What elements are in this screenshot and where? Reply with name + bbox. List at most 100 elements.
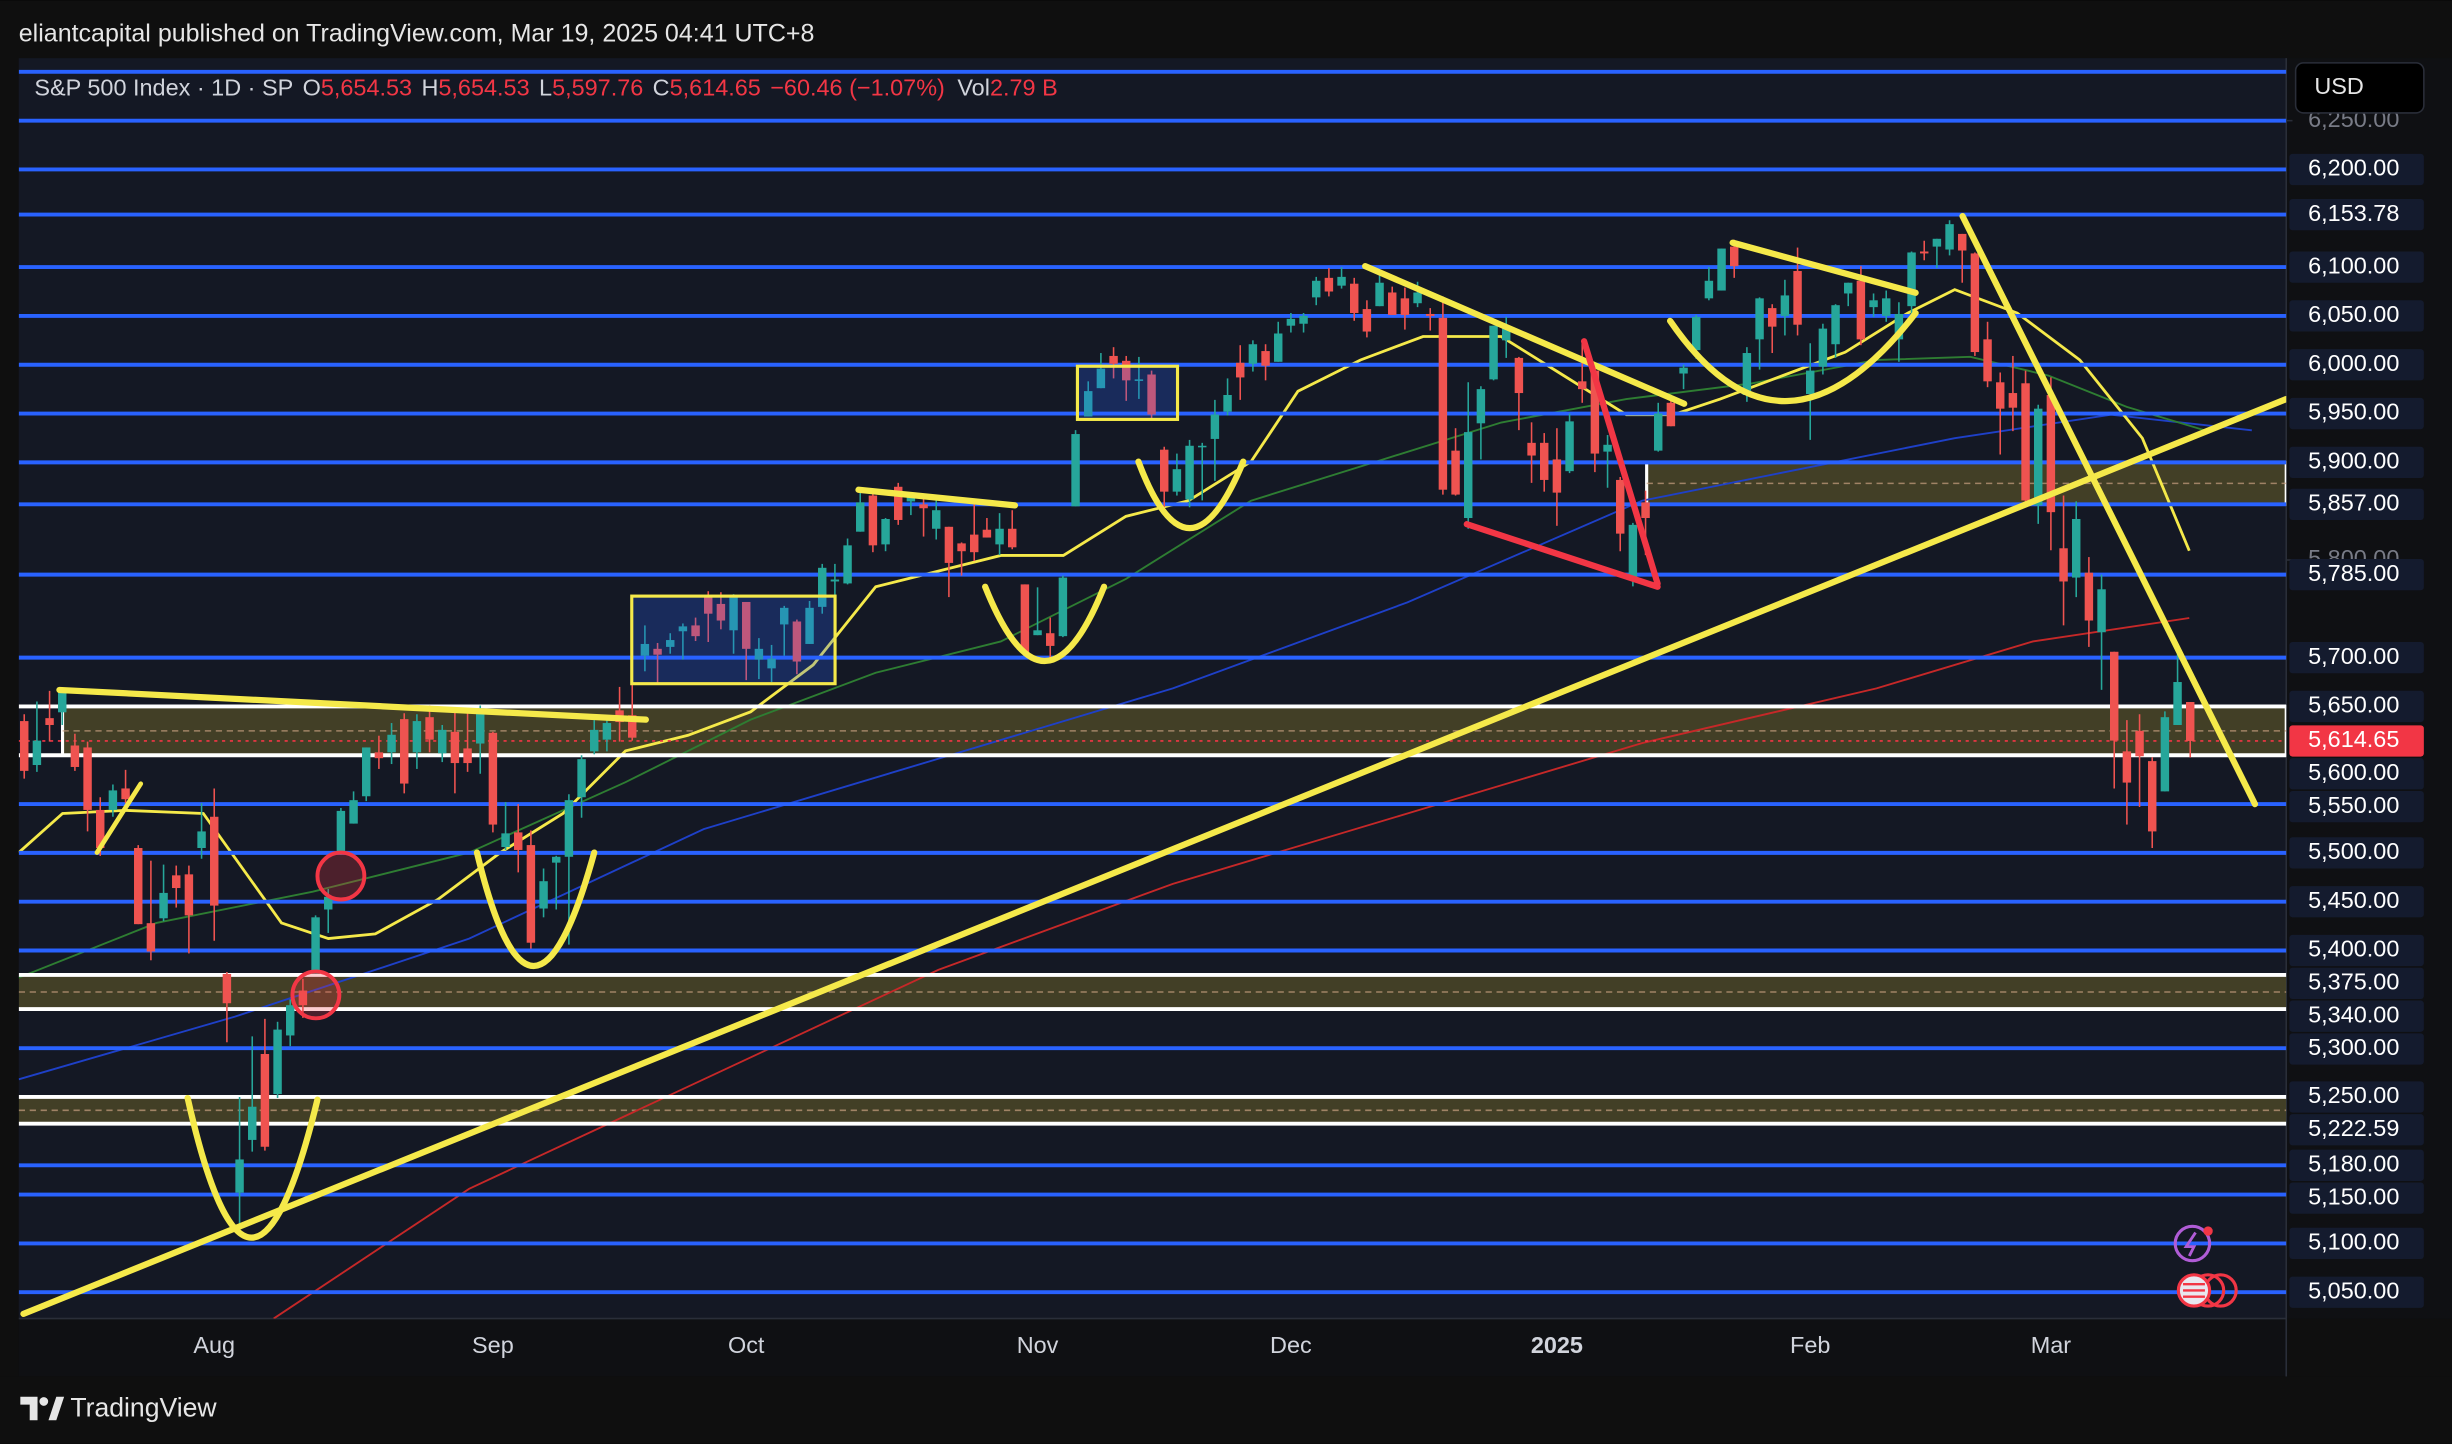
candle-body: [108, 790, 118, 810]
candle-body: [1983, 339, 1992, 382]
level-label: 5,150.00: [2308, 1183, 2399, 1209]
candle-body: [1464, 432, 1473, 519]
candle-body: [476, 708, 485, 744]
candle-body: [286, 1005, 295, 1036]
level-label-box: [2289, 886, 2424, 918]
candle-body: [235, 1159, 244, 1193]
ohlc-value: 5,654.53: [438, 75, 529, 101]
price-axis: 6,250.005,800.006,200.006,153.786,100.00…: [2286, 106, 2424, 1308]
candle-body: [2046, 395, 2056, 513]
marker-circle: [315, 850, 367, 902]
candle-body: [1527, 442, 1536, 456]
level-label-box: [2289, 1000, 2424, 1032]
candle-body: [1223, 395, 1232, 412]
candle-body: [856, 502, 865, 532]
currency-button[interactable]: [2294, 62, 2425, 114]
candle-body: [1679, 367, 1688, 374]
level-label-box: [2289, 790, 2424, 823]
level-label: 5,250.00: [2308, 1082, 2399, 1108]
candle-body: [362, 747, 371, 797]
candle-body: [1046, 633, 1055, 646]
ohlc-value: 5,597.76: [552, 75, 643, 101]
candle-body: [1654, 413, 1663, 451]
candle-body: [1147, 374, 1156, 415]
level-label: 5,600.00: [2308, 759, 2399, 785]
candle-body: [438, 729, 447, 754]
level-label: 6,000.00: [2308, 350, 2399, 376]
candle-body: [1970, 253, 1980, 353]
candle-body: [805, 607, 814, 644]
candle-body: [1198, 445, 1207, 448]
trend-line: [20, 395, 2287, 1318]
candle-body: [96, 809, 105, 849]
events-dot: [2203, 1226, 2213, 1236]
level-label-box: [2289, 1149, 2424, 1181]
level-label-box: [2289, 641, 2424, 674]
legend: S&P 500 Index · 1D · SP O5,654.53 H5,654.5…: [34, 75, 1057, 101]
trend-line: [1729, 239, 1919, 296]
candle-body: [818, 567, 827, 607]
wedge-line: [1580, 338, 1661, 587]
events-icon[interactable]: [2173, 1224, 2212, 1263]
ohlc-key: H: [421, 75, 438, 101]
candle-body: [906, 497, 916, 502]
candle-body: [1438, 317, 1448, 490]
volume-value: 2.79 B: [990, 75, 1058, 101]
logo-part: [39, 1397, 49, 1406]
range-box: [630, 594, 837, 686]
candle-body: [70, 745, 80, 767]
candle-body: [1058, 577, 1068, 637]
ohlc-key: O: [303, 75, 321, 101]
candle-body: [374, 752, 384, 759]
level-label-box: [2289, 1033, 2424, 1065]
candle-body: [780, 607, 789, 625]
trend-line: [56, 686, 649, 723]
footer: [0, 1376, 2452, 1444]
u-curve: [1135, 458, 1247, 532]
u-curve: [982, 583, 1108, 665]
candle-body: [590, 729, 599, 752]
ma-200: [273, 617, 2190, 1319]
candle-body: [349, 800, 358, 824]
candle-body: [678, 626, 688, 632]
candle-body: [1274, 333, 1283, 362]
candle-body: [1033, 630, 1042, 636]
logo-part: [20, 1396, 38, 1421]
candle-body: [514, 832, 523, 850]
candle-body: [1020, 584, 1030, 653]
candle-body: [577, 759, 586, 798]
x-tick-label: Dec: [1270, 1332, 1312, 1358]
candle-body: [134, 848, 143, 925]
candle-body: [501, 833, 510, 848]
u-curve: [473, 849, 598, 969]
candle-body: [2110, 651, 2119, 741]
candle-body: [1286, 318, 1296, 326]
level-label-box: [2289, 559, 2424, 591]
candle-body: [184, 874, 194, 916]
candle-body: [1413, 292, 1422, 304]
x-tick-label: Feb: [1790, 1332, 1830, 1358]
candle-body: [1299, 315, 1308, 324]
candle-body: [488, 732, 498, 825]
candle-body: [83, 747, 92, 810]
candle-body: [2072, 518, 2081, 578]
level-label: 5,857.00: [2308, 490, 2399, 516]
candle-body: [628, 715, 637, 738]
candle-body: [159, 892, 168, 919]
candle-body: [2135, 730, 2144, 757]
candle-body: [1806, 370, 1815, 395]
wedge-line: [1463, 521, 1661, 590]
candle-body: [450, 731, 460, 764]
ohlc-value: 5,654.53: [321, 75, 412, 101]
candle-body: [146, 923, 156, 952]
candle-body: [767, 658, 776, 669]
level-label-box: [2289, 934, 2424, 967]
level-label-box: [2289, 967, 2424, 999]
candle-body: [957, 543, 966, 552]
level-label-box: [2289, 1114, 2424, 1146]
candle-body: [1514, 357, 1524, 394]
level-label: 5,450.00: [2308, 887, 2399, 913]
candle-body: [1780, 295, 1790, 316]
candle-body: [1590, 370, 1600, 454]
trend-line: [855, 486, 1019, 509]
